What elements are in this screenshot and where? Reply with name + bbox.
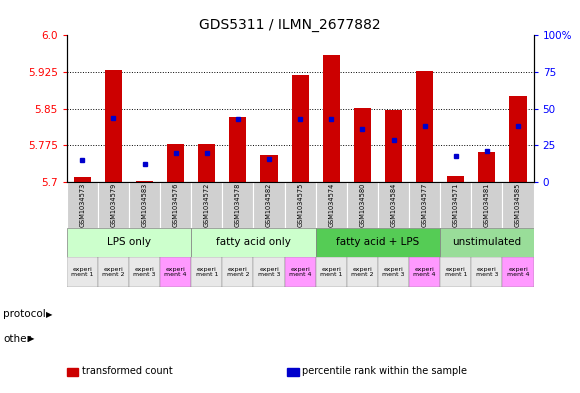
Bar [409,182,440,228]
Text: unstimulated: unstimulated [452,237,521,247]
Bar [222,257,253,287]
Bar [502,182,534,228]
Bar [222,182,253,228]
Text: GSM1034575: GSM1034575 [297,183,303,227]
Text: experi
ment 1: experi ment 1 [320,266,342,277]
Text: fatty acid + LPS: fatty acid + LPS [336,237,419,247]
Bar [129,257,160,287]
Bar [191,182,222,228]
Text: GSM1034581: GSM1034581 [484,183,490,227]
Text: fatty acid only: fatty acid only [216,237,291,247]
Text: GSM1034580: GSM1034580 [360,183,365,227]
Text: GSM1034576: GSM1034576 [173,183,179,227]
Text: experi
ment 4: experi ment 4 [414,266,436,277]
Bar [378,182,409,228]
Bar [105,70,122,182]
Text: experi
ment 4: experi ment 4 [507,266,530,277]
Text: GSM1034584: GSM1034584 [390,183,397,227]
Text: percentile rank within the sample: percentile rank within the sample [302,366,467,376]
Text: LPS only: LPS only [107,237,151,247]
Bar [354,108,371,182]
Bar [191,228,316,257]
Bar [440,182,472,228]
Text: GSM1034578: GSM1034578 [235,183,241,227]
Bar [316,228,440,257]
Bar [260,155,278,182]
Bar [440,257,472,287]
Text: ▶: ▶ [46,310,52,319]
Bar [98,182,129,228]
Text: GSM1034579: GSM1034579 [110,183,117,227]
Bar [472,182,502,228]
Bar [378,257,409,287]
Text: GSM1034583: GSM1034583 [142,183,147,227]
Bar [385,110,402,182]
Text: experi
ment 4: experi ment 4 [164,266,187,277]
Bar [416,71,433,182]
Bar [229,117,246,182]
Bar [478,152,495,182]
Text: experi
ment 3: experi ment 3 [382,266,405,277]
Bar [136,181,153,182]
Text: experi
ment 3: experi ment 3 [476,266,498,277]
Bar [347,182,378,228]
Bar [129,182,160,228]
Bar [316,182,347,228]
Bar [253,257,285,287]
Text: ▶: ▶ [28,334,34,343]
Text: GSM1034585: GSM1034585 [515,183,521,227]
Text: GSM1034574: GSM1034574 [328,183,334,227]
Bar [74,177,91,182]
Bar [191,257,222,287]
Bar [502,257,534,287]
Bar [98,257,129,287]
Text: experi
ment 4: experi ment 4 [289,266,311,277]
Bar [322,55,340,182]
Text: GDS5311 / ILMN_2677882: GDS5311 / ILMN_2677882 [199,18,381,32]
Text: experi
ment 1: experi ment 1 [195,266,218,277]
Text: experi
ment 3: experi ment 3 [258,266,280,277]
Text: experi
ment 2: experi ment 2 [227,266,249,277]
Bar [292,75,309,182]
Bar [198,144,215,182]
Text: experi
ment 2: experi ment 2 [351,266,374,277]
Bar [509,96,527,182]
Bar [67,182,98,228]
Bar [160,257,191,287]
Text: experi
ment 1: experi ment 1 [71,266,93,277]
Text: experi
ment 2: experi ment 2 [102,266,125,277]
Bar [472,257,502,287]
Bar [160,182,191,228]
Bar [440,228,534,257]
Bar [167,144,184,182]
Bar [285,182,316,228]
Text: protocol: protocol [3,309,46,320]
Bar [67,228,191,257]
Text: GSM1034572: GSM1034572 [204,183,210,227]
Bar [253,182,285,228]
Bar [316,257,347,287]
Bar [447,176,465,182]
Text: GSM1034571: GSM1034571 [453,183,459,227]
Bar [347,257,378,287]
Text: GSM1034582: GSM1034582 [266,183,272,227]
Text: GSM1034577: GSM1034577 [422,183,427,227]
Text: other: other [3,334,31,344]
Bar [409,257,440,287]
Text: transformed count: transformed count [82,366,172,376]
Text: experi
ment 3: experi ment 3 [133,266,156,277]
Bar [67,257,98,287]
Text: GSM1034573: GSM1034573 [79,183,85,227]
Text: experi
ment 1: experi ment 1 [445,266,467,277]
Bar [285,257,316,287]
